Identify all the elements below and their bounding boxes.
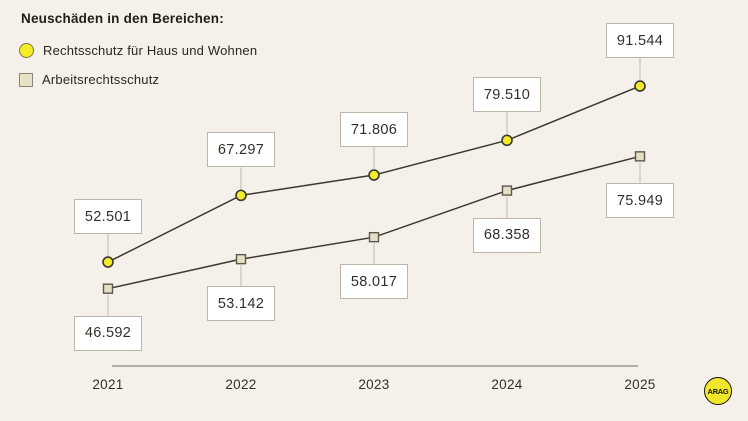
data-point-square-2025	[634, 151, 646, 162]
square-marker-icon	[19, 72, 33, 87]
arag-logo: ARAG	[704, 377, 732, 405]
arag-logo-text: ARAG	[707, 386, 729, 396]
value-label: 68.358	[473, 217, 541, 253]
x-axis-label: 2023	[358, 377, 390, 392]
value-label: 46.592	[74, 315, 142, 351]
data-point-circle-2024	[501, 134, 513, 147]
data-point-circle-2025	[634, 80, 646, 92]
legend-label: Arbeitsrechtsschutz	[42, 72, 160, 87]
data-point-square-2023	[368, 231, 380, 243]
value-label: 91.544	[606, 23, 674, 59]
data-point-circle-2021	[102, 256, 114, 268]
value-label: 52.501	[74, 199, 142, 235]
value-label: 67.297	[207, 132, 275, 168]
x-axis-label: 2021	[92, 377, 124, 392]
data-point-square-2024	[501, 185, 513, 196]
x-axis-label: 2022	[225, 377, 257, 392]
data-point-circle-2022	[235, 189, 247, 202]
data-point-circle-2023	[368, 169, 380, 181]
legend-label: Rechtsschutz für Haus und Wohnen	[43, 43, 258, 58]
value-label: 79.510	[473, 77, 541, 113]
data-point-square-2021	[102, 283, 114, 294]
value-label: 75.949	[606, 183, 674, 219]
data-point-square-2022	[235, 253, 247, 265]
value-label: 71.806	[340, 112, 408, 148]
legend-item-arbeitsrechtsschutz: Arbeitsrechtsschutz	[19, 72, 257, 87]
value-label: 53.142	[207, 286, 275, 322]
legend-item-rechtsschutz: Rechtsschutz für Haus und Wohnen	[19, 43, 257, 58]
circle-marker-icon	[19, 43, 34, 58]
value-label: 58.017	[340, 264, 408, 300]
legend: Rechtsschutz für Haus und Wohnen Arbeits…	[19, 43, 257, 87]
x-axis-label: 2025	[624, 377, 656, 392]
chart-title: Neuschäden in den Bereichen:	[21, 11, 224, 26]
x-axis-label: 2024	[491, 377, 523, 392]
